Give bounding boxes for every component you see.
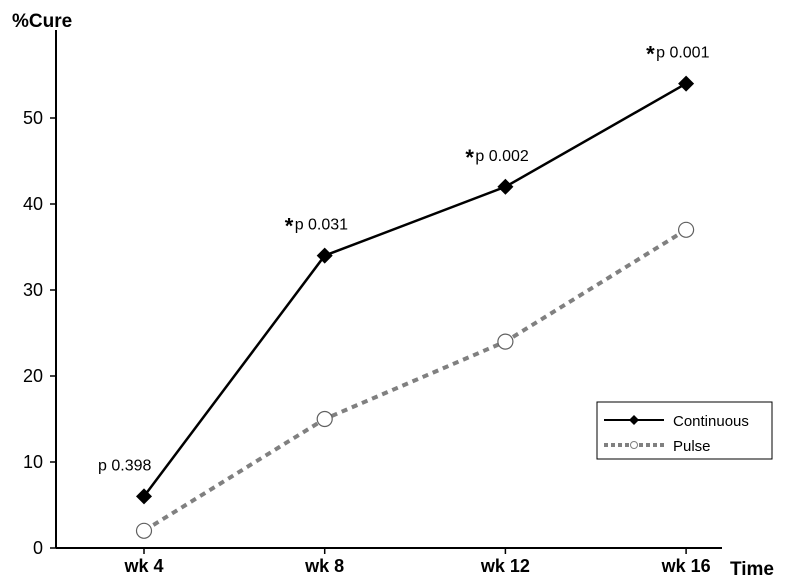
legend-pulse-label: Pulse xyxy=(673,438,711,455)
x-axis-ticks: wk 4 wk 8 wk 12 wk 16 xyxy=(123,548,711,576)
y-tick-label: 0 xyxy=(33,538,43,558)
y-axis-ticks: 0 10 20 30 40 50 xyxy=(23,108,56,558)
significance-star: * xyxy=(285,214,294,239)
p-value-label: p 0.001 xyxy=(656,45,709,62)
x-tick-label: wk 4 xyxy=(123,556,163,576)
p-value-label: p 0.398 xyxy=(98,457,151,474)
series-line-pulse xyxy=(142,228,688,533)
p-value-label: p 0.002 xyxy=(475,148,528,165)
legend: Continuous Pulse xyxy=(596,401,773,460)
y-axis-title: %Cure xyxy=(12,11,72,32)
legend-box xyxy=(596,401,773,460)
series-point-continuous xyxy=(316,247,333,264)
y-tick-label: 30 xyxy=(23,280,43,300)
series-point-pulse xyxy=(135,522,153,539)
significance-star: * xyxy=(646,42,655,67)
y-tick-label: 20 xyxy=(23,366,43,386)
series-point-continuous xyxy=(497,178,514,195)
legend-pulse-marker xyxy=(630,441,638,449)
series-line-continuous xyxy=(143,82,687,498)
legend-continuous-marker xyxy=(629,415,639,425)
y-tick-label: 40 xyxy=(23,194,43,214)
series-layer xyxy=(135,75,695,539)
x-axis-title: Time xyxy=(730,559,774,580)
series-point-pulse xyxy=(497,333,514,350)
x-tick-label: wk 12 xyxy=(480,556,530,576)
y-tick-label: 50 xyxy=(23,108,43,128)
annotation-layer: p 0.398* p 0.031* p 0.002* p 0.001 xyxy=(98,42,710,475)
x-tick-label: wk 8 xyxy=(304,556,344,576)
y-tick-label: 10 xyxy=(23,452,43,472)
series-point-continuous xyxy=(136,488,152,505)
legend-continuous-label: Continuous xyxy=(673,413,749,430)
series-point-pulse xyxy=(316,410,333,428)
series-point-continuous xyxy=(678,75,695,92)
series-point-pulse xyxy=(677,221,695,238)
significance-star: * xyxy=(465,145,474,170)
x-tick-label: wk 16 xyxy=(661,556,711,576)
p-value-label: p 0.031 xyxy=(295,217,348,234)
